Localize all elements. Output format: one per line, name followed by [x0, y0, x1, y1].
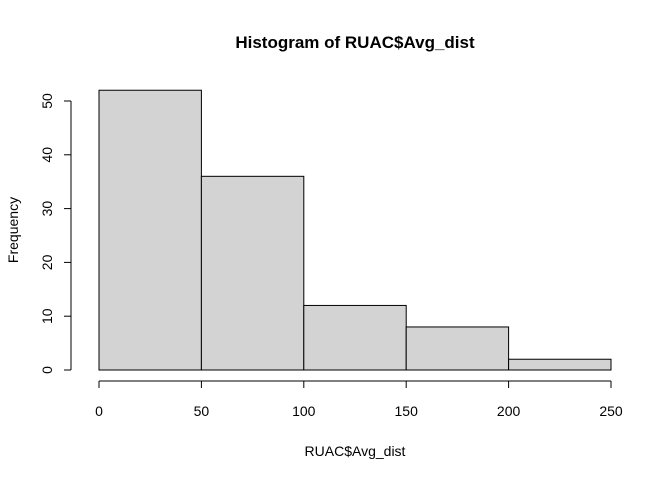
- x-tick-label: 100: [292, 403, 316, 419]
- x-tick-label: 150: [395, 403, 419, 419]
- y-tick-label: 0: [39, 366, 55, 374]
- x-tick-label: 0: [95, 403, 103, 419]
- bars-group: [98, 89, 612, 371]
- x-tick-label: 200: [497, 403, 521, 419]
- y-tick-label: 30: [39, 201, 55, 217]
- x-tick-label: 250: [599, 403, 623, 419]
- x-axis: 0 50 100 150 200 250: [95, 380, 623, 419]
- y-tick-label: 20: [39, 254, 55, 270]
- histogram-bar: [508, 358, 612, 371]
- chart-title: Histogram of RUAC$Avg_dist: [235, 33, 475, 52]
- histogram-bar: [303, 304, 407, 371]
- histogram-bar: [200, 175, 305, 371]
- x-tick-label: 50: [194, 403, 210, 419]
- y-tick-label: 40: [39, 147, 55, 163]
- histogram-bar: [98, 89, 202, 371]
- y-tick-label: 10: [39, 308, 55, 324]
- histogram-bar: [405, 326, 510, 371]
- y-tick-label: 50: [39, 93, 55, 109]
- y-axis-label: Frequency: [5, 197, 21, 263]
- x-axis-label: RUAC$Avg_dist: [305, 443, 406, 459]
- y-axis: 0 10 20 30 40 50: [39, 93, 72, 374]
